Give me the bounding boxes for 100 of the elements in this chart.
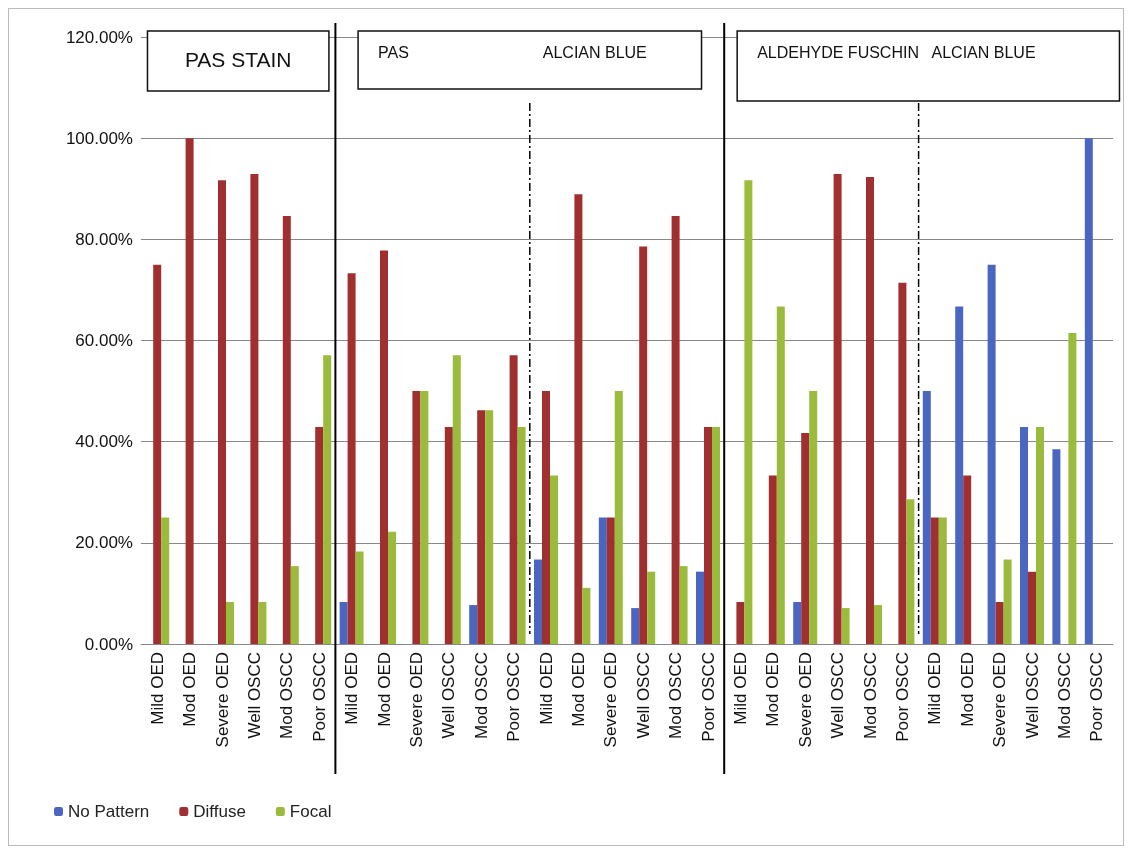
bar: [704, 427, 712, 644]
y-tick-label: 80.00%: [75, 229, 133, 249]
y-tick-label: 120.00%: [65, 27, 133, 47]
bar: [185, 138, 194, 644]
x-tick-label: Mod OSCC: [471, 652, 491, 739]
bar: [955, 306, 964, 644]
bar: [906, 499, 915, 644]
bar: [469, 605, 478, 644]
bar: [736, 602, 745, 644]
x-tick-label: Mild OED: [536, 652, 556, 725]
bar: [1028, 571, 1036, 644]
x-tick-label: Mild OED: [925, 652, 945, 725]
bar: [388, 531, 396, 644]
y-tick-label: 20.00%: [75, 533, 133, 553]
bar: [153, 264, 162, 644]
bar: [696, 571, 704, 644]
x-tick-label: Mild OED: [342, 652, 362, 725]
x-tick-label: Poor OSCC: [504, 652, 524, 742]
x-tick-label: Poor OSCC: [892, 652, 912, 742]
bar: [355, 551, 364, 644]
x-tick-label: Well OSCC: [633, 652, 653, 739]
annotation: ALCIAN BLUE: [542, 44, 647, 62]
bar: [420, 391, 429, 644]
bar: [550, 475, 558, 644]
bar: [874, 605, 882, 644]
y-tick-label: 60.00%: [75, 331, 133, 350]
y-tick-label: 100.00%: [65, 128, 133, 148]
x-tick-label: Mod OED: [568, 652, 588, 727]
legend-label: Diffuse: [193, 802, 246, 821]
bar: [922, 391, 931, 644]
bar: [534, 559, 542, 644]
annotation: ALDEHYDE FUSCHIN: [757, 44, 919, 62]
x-tick-label: Mild OED: [147, 652, 167, 725]
bar: [258, 602, 267, 644]
bar: [323, 355, 332, 644]
x-tick-label: Well OSCC: [828, 652, 848, 739]
x-tick-label: Severe OED: [406, 652, 426, 748]
bar: [1052, 449, 1061, 644]
x-tick-label: Mod OSCC: [666, 652, 686, 739]
x-tick-label: Poor OSCC: [309, 652, 329, 742]
x-tick-label: Poor OSCC: [1087, 652, 1107, 742]
bar: [631, 608, 640, 644]
bar: [898, 282, 907, 644]
x-tick-label: Well OSCC: [1022, 652, 1042, 739]
x-tick-label: Mod OSCC: [1054, 652, 1074, 739]
annotation: PAS: [378, 44, 409, 62]
bar: [517, 427, 526, 644]
bar: [290, 566, 299, 644]
bar: [712, 427, 720, 644]
bar: [744, 180, 753, 644]
bar: [582, 587, 591, 644]
bar: [801, 433, 810, 644]
bar: [995, 602, 1004, 644]
bar: [679, 566, 688, 644]
x-tick-label: Severe OED: [795, 652, 815, 748]
bar: [574, 194, 583, 644]
bar: [485, 410, 494, 644]
bar: [776, 306, 785, 644]
bar: [793, 602, 802, 644]
bar: [380, 250, 388, 644]
annotation: PAS STAIN: [184, 47, 292, 71]
bar: [315, 427, 324, 644]
bar: [452, 355, 461, 644]
x-tick-label: Mod OED: [763, 652, 783, 727]
bar: [1020, 427, 1028, 644]
bar: [963, 475, 972, 644]
x-tick-label: Mod OSCC: [860, 652, 880, 739]
bar: [161, 517, 170, 644]
bar: [509, 355, 518, 644]
bar: [412, 391, 421, 644]
annotation: ALCIAN BLUE: [931, 44, 1036, 62]
bar: [1036, 427, 1044, 644]
x-tick-label: Mod OED: [374, 652, 394, 727]
x-tick-label: Well OSCC: [244, 652, 264, 739]
bar: [444, 427, 453, 644]
legend-label: No Pattern: [68, 802, 150, 821]
bar: [809, 391, 818, 644]
bar: [1068, 332, 1077, 644]
bar: [930, 517, 939, 644]
y-tick-label: 0.00%: [84, 634, 133, 654]
bar: [226, 602, 234, 644]
bar: [477, 410, 486, 644]
bar: [866, 177, 874, 644]
bar: [250, 174, 259, 644]
legend-label: Focal: [289, 802, 332, 821]
bar: [1084, 138, 1093, 644]
x-tick-label: Mod OED: [957, 652, 977, 727]
x-tick-label: Severe OED: [212, 652, 232, 748]
bar: [606, 517, 615, 644]
bar: [1003, 559, 1012, 644]
bar: [614, 391, 623, 644]
x-tick-label: Severe OED: [601, 652, 621, 748]
bar: [987, 264, 996, 644]
bar: [218, 180, 226, 644]
x-tick-label: Mod OED: [180, 652, 200, 727]
bar: [647, 571, 656, 644]
x-tick-label: Severe OED: [990, 652, 1010, 748]
bar: [598, 517, 607, 644]
x-tick-label: Mod OSCC: [277, 652, 297, 739]
bar: [347, 273, 356, 644]
